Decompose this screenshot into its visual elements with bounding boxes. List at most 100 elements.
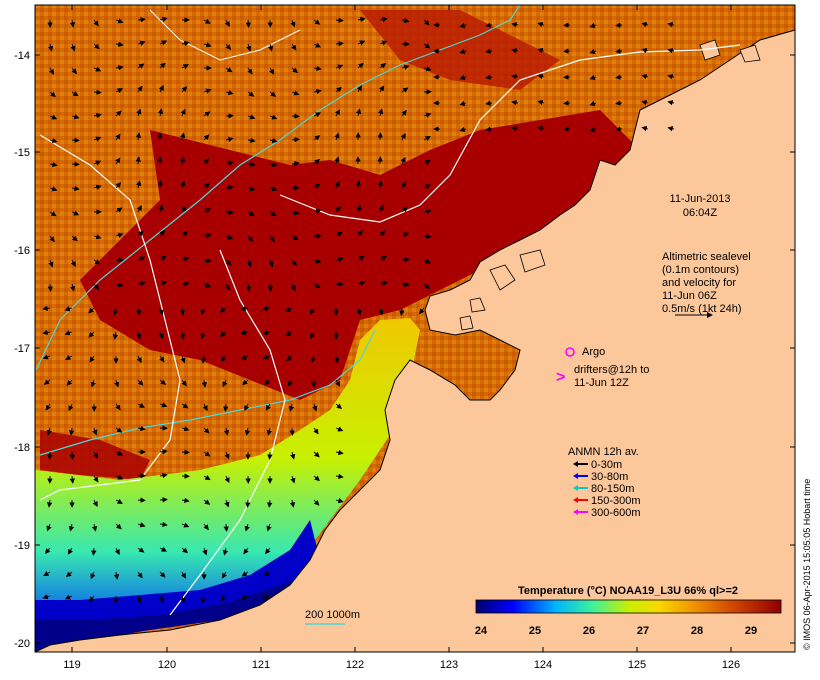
velocity-arrow: [537, 73, 545, 80]
velocity-arrow: [69, 451, 75, 460]
velocity-arrow: [310, 307, 316, 315]
velocity-arrow: [71, 114, 80, 120]
velocity-arrow: [115, 64, 124, 71]
velocity-arrow: [615, 126, 623, 132]
velocity-arrow: [179, 331, 186, 340]
velocity-arrow: [313, 258, 322, 264]
velocity-arrow: [537, 47, 545, 54]
velocity-arrow: [313, 135, 321, 141]
lon-tick-label: 121: [252, 659, 270, 671]
velocity-arrow: [313, 88, 322, 95]
velocity-arrow: [200, 307, 206, 316]
velocity-arrow: [220, 355, 227, 362]
velocity-arrow: [268, 259, 274, 268]
velocity-arrow: [115, 403, 121, 411]
velocity-arrow: [313, 283, 321, 289]
velocity-arrow: [69, 19, 76, 28]
velocity-arrow: [115, 450, 124, 456]
velocity-arrow: [310, 331, 316, 339]
velocity-arrow: [203, 523, 209, 531]
velocity-arrow: [115, 182, 122, 189]
velocity-arrow: [335, 498, 344, 504]
velocity-arrow: [379, 40, 388, 46]
velocity-arrow: [90, 379, 96, 388]
cold-shelf-deep: [35, 578, 300, 652]
velocity-arrow: [93, 259, 101, 265]
velocity-arrow: [135, 307, 142, 316]
map-frame: [34, 4, 796, 653]
velocity-arrow: [313, 42, 322, 48]
isobath-200m: [35, 4, 521, 371]
velocity-arrow: [245, 499, 251, 508]
lat-tick-label: -18: [14, 442, 30, 454]
velocity-arrow: [291, 160, 300, 167]
velocity-arrow: [89, 355, 95, 363]
velocity-arrow: [334, 156, 340, 165]
velocity-arrow: [157, 108, 164, 117]
velocity-arrow: [262, 329, 271, 336]
velocity-arrow: [203, 182, 210, 189]
velocity-arrow: [334, 109, 341, 117]
velocity-arrow: [286, 355, 293, 362]
velocity-arrow: [401, 64, 410, 70]
velocity-arrow: [667, 100, 675, 106]
velocity-arrow: [203, 18, 211, 24]
velocity-arrow: [49, 235, 55, 243]
velocity-arrow: [222, 379, 228, 388]
colorbar-tick-label: 25: [529, 625, 541, 637]
velocity-arrow: [335, 256, 344, 263]
velocity-arrow: [70, 259, 76, 267]
velocity-arrow: [93, 283, 100, 290]
velocity-arrow: [459, 74, 467, 81]
velocity-arrow: [201, 379, 208, 388]
velocity-arrow: [400, 133, 406, 141]
velocity-arrow: [225, 184, 234, 191]
velocity-arrow: [589, 74, 597, 81]
velocity-arrow: [159, 546, 167, 552]
altimetry-line-1: Altimetric sealevel: [662, 251, 751, 263]
velocity-arrow: [265, 547, 271, 555]
velocity-arrow: [667, 48, 675, 54]
velocity-arrow: [247, 235, 254, 242]
velocity-arrow: [291, 209, 300, 216]
velocity-arrow: [334, 180, 340, 189]
velocity-arrow: [401, 206, 408, 213]
drifter-marker: >: [556, 369, 565, 386]
velocity-arrow: [93, 136, 102, 142]
velocity-arrow: [137, 230, 144, 237]
velocity-arrow: [247, 210, 255, 216]
velocity-arrow: [423, 283, 430, 290]
velocity-arrow: [225, 283, 231, 291]
velocity-arrow: [423, 136, 431, 142]
lon-tick-label: 119: [63, 659, 81, 671]
velocity-arrow: [246, 259, 252, 268]
velocity-arrow: [159, 255, 167, 261]
velocity-arrow: [224, 475, 230, 484]
velocity-arrow: [159, 62, 166, 69]
velocity-arrow: [240, 330, 249, 336]
velocity-arrow: [310, 355, 316, 364]
velocity-arrow: [181, 86, 188, 93]
velocity-arrow: [137, 571, 143, 579]
velocity-arrow: [241, 571, 249, 577]
velocity-arrow: [68, 523, 75, 532]
velocity-arrow: [92, 499, 98, 507]
velocity-arrow: [65, 354, 73, 360]
velocity-arrow: [379, 230, 386, 237]
velocity-arrow: [290, 451, 296, 460]
velocity-arrow: [641, 48, 649, 54]
velocity-arrow: [641, 100, 649, 106]
velocity-arrow: [399, 307, 405, 316]
velocity-arrow: [49, 186, 58, 192]
velocity-arrow: [225, 234, 234, 240]
lat-tick-label: -16: [14, 245, 30, 257]
velocity-arrow: [269, 91, 277, 97]
velocity-arrow: [137, 85, 143, 93]
velocity-arrow: [42, 329, 51, 336]
velocity-arrow: [159, 355, 165, 363]
velocity-arrow: [247, 114, 256, 120]
anmn-legend-arrowhead: [573, 461, 578, 467]
altimetry-line-2: (0.1m contours): [662, 264, 739, 276]
velocity-arrow: [158, 331, 164, 340]
